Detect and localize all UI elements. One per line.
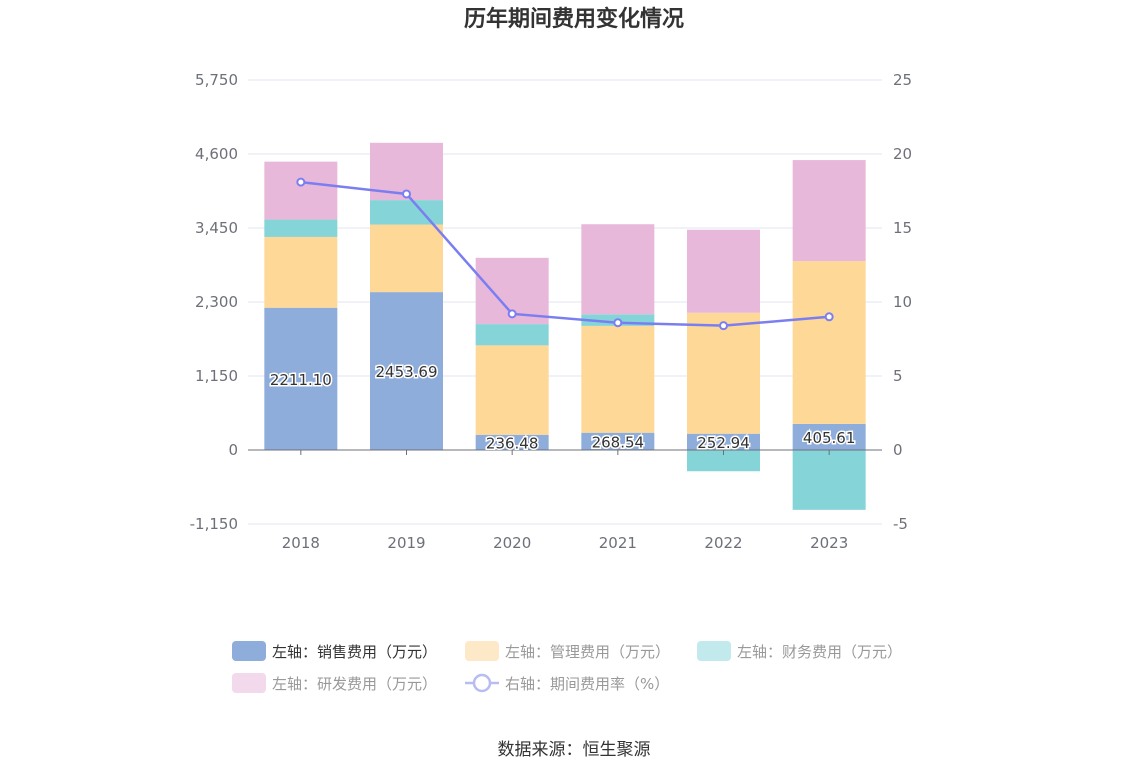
right-axis-ticks: -5 0 5 10 15 20 25: [893, 71, 912, 533]
rate-line-path: [300, 180, 830, 327]
bar-segment: [264, 161, 338, 220]
rate-point: [824, 312, 834, 322]
rate-point: [719, 321, 728, 331]
bar-segment: [687, 450, 760, 472]
bar-value-label: 252.94: [697, 434, 750, 452]
bar-value-label: 268.54: [592, 433, 645, 451]
bar-segment: [581, 325, 655, 433]
right-tick-label: 0: [893, 441, 903, 459]
bar-segment: [581, 432, 655, 450]
grid-lines: [248, 79, 882, 525]
bar-value-label: 405.61: [803, 429, 856, 447]
left-tick-label: -1,150: [190, 515, 238, 533]
rate-line: [296, 177, 834, 331]
bar-value-label: 2211.10: [270, 371, 332, 389]
rate-point: [402, 189, 411, 199]
bar-segment: [264, 219, 338, 237]
bar-segment: [475, 345, 549, 435]
legend-swatch: [232, 673, 266, 693]
bar-segment: [475, 434, 549, 450]
legend-label: 左轴：销售费用（万元）: [272, 643, 437, 661]
legend-label: 左轴：财务费用（万元）: [737, 643, 902, 661]
right-tick-label: 10: [893, 293, 912, 311]
left-tick-label: 1,150: [195, 367, 238, 385]
left-tick-label: 3,450: [195, 219, 238, 237]
bar-segment: [370, 224, 443, 293]
legend-label: 左轴：研发费用（万元）: [272, 675, 437, 693]
bar-labels: 2211.10 2453.69 236.48 268.54 252.94 405.61: [268, 362, 857, 454]
bar-segment: [264, 307, 338, 450]
bar-segment: [475, 324, 549, 346]
rate-point: [613, 318, 623, 328]
bar-segment: [687, 229, 760, 313]
legend-swatch: [232, 641, 266, 661]
bar-segment: [687, 312, 760, 434]
bar-segment: [581, 224, 655, 315]
legend-label: 右轴：期间费用率（%）: [505, 675, 669, 693]
bar-value-label: 2453.69: [375, 363, 437, 381]
left-tick-label: 0: [228, 441, 238, 459]
right-tick-label: 25: [893, 71, 912, 89]
chart-title: 历年期间费用变化情况: [464, 6, 684, 32]
source-note: 数据来源：恒生聚源: [498, 740, 651, 760]
bar-segment: [370, 292, 443, 450]
x-tick-label: 2023: [810, 534, 848, 552]
x-tick-label: 2021: [599, 534, 637, 552]
bar-segment: [687, 433, 760, 450]
right-tick-label: -5: [893, 515, 908, 533]
bar-segment: [264, 236, 338, 308]
legend: 左轴：销售费用（万元） 左轴：管理费用（万元） 左轴：财务费用（万元） 左轴：研发费用…: [232, 641, 902, 693]
right-tick-label: 20: [893, 145, 912, 163]
right-tick-label: 15: [893, 219, 912, 237]
bar-segment: [792, 261, 866, 424]
legend-marker: [472, 673, 492, 693]
rate-point: [507, 309, 517, 319]
left-axis-ticks: -1,150 0 1,150 2,300 3,450 4,600 5,750: [190, 71, 238, 533]
right-tick-label: 5: [893, 367, 903, 385]
left-tick-label: 2,300: [195, 293, 238, 311]
bars: [264, 142, 866, 510]
legend-swatch: [697, 641, 731, 661]
bar-value-label: 236.48: [486, 434, 539, 452]
bar-segment: [370, 200, 443, 225]
bar-segment: [792, 160, 866, 262]
left-tick-label: 5,750: [195, 71, 238, 89]
x-tick-label: 2022: [704, 534, 742, 552]
x-tick-label: 2020: [493, 534, 531, 552]
left-tick-label: 4,600: [195, 145, 238, 163]
bar-segment: [792, 450, 866, 510]
x-tick-label: 2018: [282, 534, 320, 552]
legend-swatch: [465, 641, 499, 661]
legend-label: 左轴：管理费用（万元）: [505, 643, 670, 661]
bar-segment: [792, 423, 866, 450]
x-axis: 2018 2019 2020 2021 2022 2023: [248, 449, 882, 552]
x-tick-label: 2019: [387, 534, 425, 552]
rate-point: [296, 177, 306, 187]
